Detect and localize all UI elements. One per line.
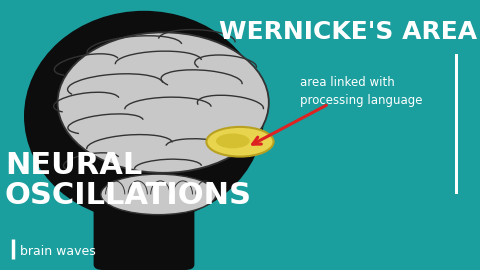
Ellipse shape <box>24 11 264 221</box>
Ellipse shape <box>101 174 216 215</box>
Ellipse shape <box>58 32 269 173</box>
Text: WERNICKE'S AREA: WERNICKE'S AREA <box>219 21 477 44</box>
Text: brain waves: brain waves <box>12 245 96 258</box>
Ellipse shape <box>216 133 250 148</box>
FancyBboxPatch shape <box>94 200 194 270</box>
Bar <box>455 54 458 194</box>
Text: area linked with
processing language: area linked with processing language <box>300 76 422 107</box>
Ellipse shape <box>206 127 274 157</box>
Text: NEURAL
OSCILLATIONS: NEURAL OSCILLATIONS <box>5 151 252 211</box>
